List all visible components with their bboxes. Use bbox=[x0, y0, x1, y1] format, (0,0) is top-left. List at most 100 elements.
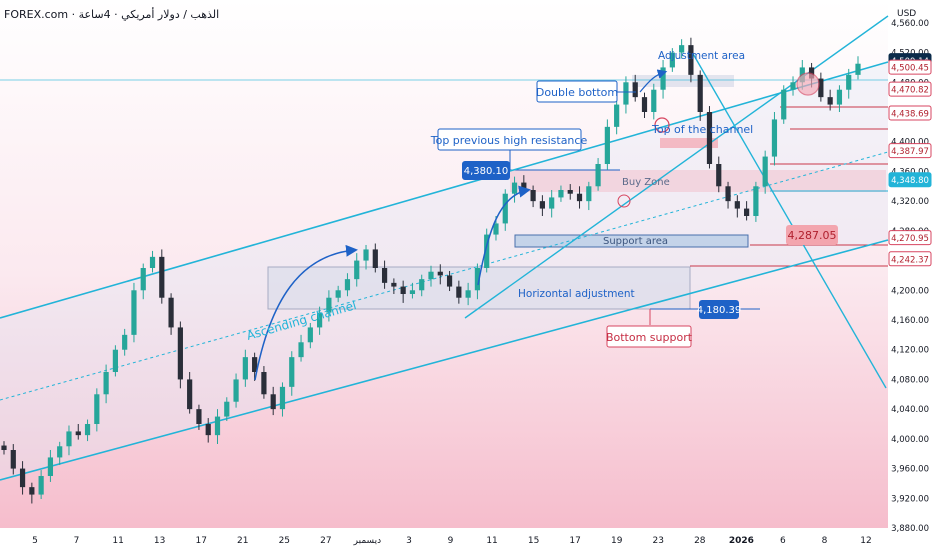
candle-body bbox=[502, 193, 508, 224]
price-label-4180-text: 4,180.39 bbox=[697, 305, 742, 316]
candle-body bbox=[122, 334, 128, 350]
candle-body bbox=[744, 208, 750, 216]
time-tick-label: 27 bbox=[320, 536, 331, 546]
candle-body bbox=[688, 45, 694, 75]
time-tick-label: 5 bbox=[32, 536, 38, 546]
candle-body bbox=[298, 342, 304, 358]
candle-body bbox=[753, 186, 759, 216]
candle-body bbox=[511, 182, 518, 194]
channel-bottom-line bbox=[0, 239, 889, 481]
candle-body bbox=[326, 297, 332, 313]
candle-body bbox=[771, 119, 778, 157]
candle-body bbox=[706, 112, 713, 164]
time-tick-label: 15 bbox=[528, 536, 539, 546]
candle-body bbox=[344, 279, 351, 291]
channel-mid-line bbox=[0, 151, 889, 401]
candle-body bbox=[790, 82, 796, 90]
candle-body bbox=[168, 297, 174, 328]
candle-body bbox=[595, 164, 601, 187]
curved-arrow-3 bbox=[639, 69, 668, 93]
candle-body bbox=[372, 249, 378, 268]
adjustment-area-box bbox=[632, 75, 734, 87]
price-badge bbox=[888, 251, 932, 267]
price-label-4287 bbox=[786, 225, 838, 245]
price-badge-text: 4,387.97 bbox=[891, 147, 929, 157]
candle-body bbox=[400, 286, 406, 294]
price-tick-label: 4,320.00 bbox=[891, 197, 929, 207]
bottom-support-text: Bottom support bbox=[606, 331, 693, 344]
candle-body bbox=[679, 45, 685, 53]
candle-body bbox=[484, 234, 490, 268]
candle-body bbox=[159, 256, 165, 298]
candle-body bbox=[29, 487, 35, 495]
high-resistance-callout bbox=[437, 128, 582, 151]
support-area-box bbox=[514, 234, 749, 248]
price-tick-label: 4,120.00 bbox=[891, 346, 929, 356]
candle-body bbox=[224, 401, 230, 417]
price-tick-label: 4,400.00 bbox=[891, 138, 929, 148]
top-of-channel-box bbox=[660, 138, 718, 148]
candle-body bbox=[632, 82, 638, 98]
candle-body bbox=[725, 186, 731, 202]
price-label-4180 bbox=[699, 300, 739, 319]
candle-body bbox=[549, 197, 555, 209]
channel-top-circle bbox=[796, 72, 820, 96]
candle-body bbox=[836, 89, 843, 105]
double-bottom-text: Double bottom bbox=[536, 86, 618, 99]
candle-body bbox=[567, 190, 573, 194]
time-tick-label: 17 bbox=[195, 536, 206, 546]
time-tick-label: 8 bbox=[822, 536, 828, 546]
candle-body bbox=[112, 349, 118, 372]
candle-body bbox=[391, 282, 397, 287]
candle-body bbox=[697, 74, 703, 112]
candle-body bbox=[586, 186, 592, 202]
price-tick-label: 4,000.00 bbox=[891, 435, 929, 445]
candle-body bbox=[641, 97, 648, 112]
bottom-support-callout bbox=[606, 325, 692, 348]
steep-trendline-up bbox=[464, 15, 889, 319]
candle-body bbox=[57, 446, 63, 458]
time-tick-label: 19 bbox=[611, 536, 623, 546]
candle-body bbox=[261, 372, 267, 395]
high-resistance-text: Top previous high resistance bbox=[430, 134, 588, 147]
candlestick-series bbox=[1, 37, 861, 504]
time-axis-ticks: 5 7 11 13 17 21 25 27 ديسمبر 3 9 11 15 17 19 23 28 2026 6 8… bbox=[32, 536, 872, 546]
time-tick-label: 25 bbox=[279, 536, 290, 546]
candle-body bbox=[94, 394, 100, 424]
candle-body bbox=[762, 156, 768, 187]
candle-body bbox=[196, 409, 202, 424]
candle-body bbox=[19, 468, 26, 488]
price-label-4380-text: 4,380.10 bbox=[464, 166, 509, 177]
steep-trendline-down bbox=[691, 51, 887, 389]
symbol-title[interactable]: FOREX.com · ﻿الذهب / دولار أمريكي · 4ساع… bbox=[4, 7, 219, 21]
price-badge bbox=[888, 172, 932, 188]
candle-body bbox=[38, 476, 44, 495]
curved-arrow-1 bbox=[254, 244, 358, 381]
candle-body bbox=[521, 182, 527, 190]
candle-body bbox=[409, 290, 416, 294]
candle-body bbox=[205, 424, 211, 436]
price-tick-label: 3,920.00 bbox=[891, 494, 929, 504]
price-tick-label: 3,880.00 bbox=[891, 524, 929, 534]
candle-body bbox=[437, 271, 443, 276]
candle-body bbox=[289, 357, 295, 387]
candle-body bbox=[75, 431, 81, 436]
candle-body bbox=[1, 445, 7, 450]
candle-body bbox=[474, 268, 481, 291]
candle-body bbox=[317, 312, 323, 328]
candle-body bbox=[855, 63, 861, 75]
candle-body bbox=[270, 394, 276, 410]
candle-body bbox=[354, 260, 360, 280]
candle-body bbox=[419, 279, 425, 291]
candle-body bbox=[623, 82, 629, 105]
time-tick-label: 21 bbox=[237, 536, 248, 546]
candle-body bbox=[781, 89, 787, 120]
price-tick-label: 4,560.00 bbox=[891, 19, 929, 29]
candle-body bbox=[846, 74, 852, 90]
time-tick-label: ديسمبر bbox=[353, 536, 381, 546]
support-area-text: Support area bbox=[603, 236, 668, 247]
currency-label: USD bbox=[897, 9, 916, 19]
candle-body bbox=[446, 275, 453, 287]
